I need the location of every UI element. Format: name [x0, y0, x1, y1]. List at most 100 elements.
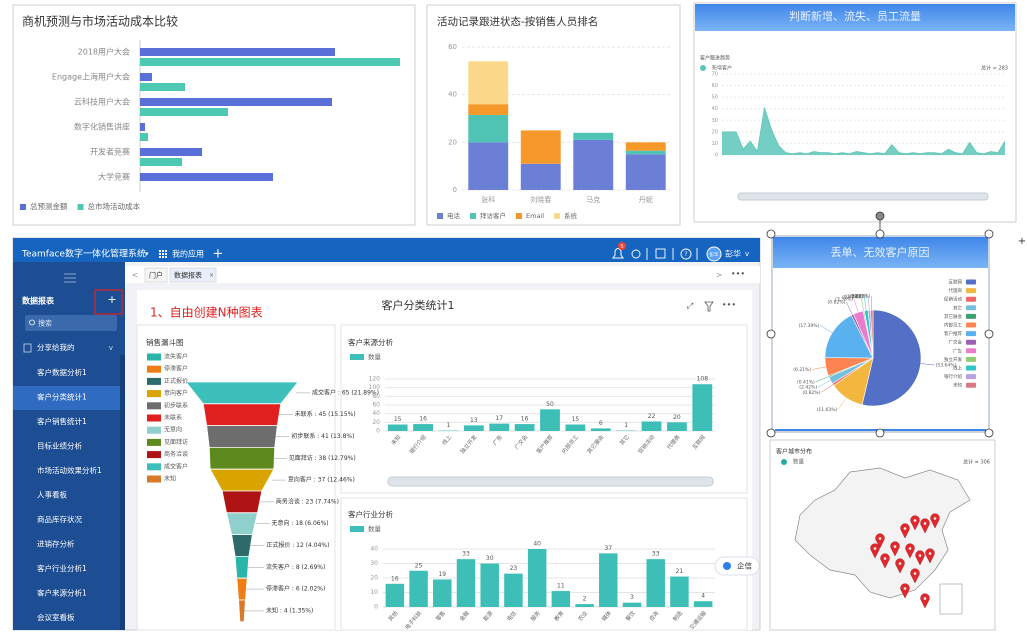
filter-icon[interactable] [704, 301, 714, 312]
handle[interactable] [766, 428, 776, 438]
user-name[interactable]: 彭华 [725, 249, 741, 259]
chat-button[interactable] [714, 556, 760, 576]
legend-label: 停滞客户 [164, 365, 188, 373]
sidebar-item[interactable]: 商品库存状况 [37, 514, 82, 524]
tab-more[interactable]: ••• [731, 270, 745, 279]
value-label: 3 [630, 594, 634, 601]
my-apps[interactable]: 我的应用 [172, 249, 204, 259]
tab[interactable] [144, 267, 168, 283]
legend-label: 未联系 [164, 414, 182, 422]
rotate-handle[interactable] [875, 211, 885, 221]
bar-segment [625, 142, 666, 151]
header-icons[interactable] [631, 248, 698, 260]
bar [514, 424, 535, 431]
help-icon[interactable]: ? [684, 251, 687, 258]
bar [667, 422, 687, 431]
map-pin [890, 541, 900, 557]
bar [140, 133, 148, 141]
x-tick-label: 刘晓春 [530, 195, 551, 204]
sidebar-group[interactable]: 分享给我的 [37, 342, 75, 352]
tab-next[interactable]: > [716, 271, 723, 280]
value-label: 21 [676, 568, 684, 575]
sidebar-item[interactable]: 客户数据分析1 [37, 367, 87, 377]
bar [622, 602, 642, 607]
sidebar-item[interactable]: 人事看板 [37, 490, 67, 500]
legend-swatch [147, 451, 161, 459]
avatar[interactable] [706, 246, 722, 262]
search-box[interactable] [25, 315, 117, 331]
apps-icon[interactable] [159, 250, 167, 258]
chat-icon[interactable] [723, 562, 731, 570]
tab-prev[interactable]: < [132, 271, 139, 280]
slider[interactable] [387, 476, 714, 487]
sidebar-item[interactable]: 市场活动效果分析1 [37, 465, 102, 475]
sidebar-item[interactable]: 目标业绩分析 [37, 441, 82, 451]
legend-swatch [147, 426, 161, 434]
legend-label: 线上 [953, 365, 962, 372]
menu-icon[interactable] [64, 273, 76, 283]
value-label: 33 [652, 551, 660, 558]
handle[interactable] [766, 329, 776, 339]
add-report[interactable]: + [107, 293, 116, 306]
chart-title: 判断新增、流失、员工流量 [789, 9, 921, 23]
area-fill [722, 107, 1005, 155]
map-pin [875, 533, 885, 549]
handle[interactable] [984, 329, 994, 339]
chart-title: 客户行业分析 [348, 509, 393, 519]
scrollbar[interactable] [120, 355, 125, 630]
y-tick-label: 40 [372, 410, 380, 417]
label-leader [860, 297, 865, 311]
bar [140, 123, 145, 131]
tab-close[interactable]: × [209, 272, 214, 279]
tab-label[interactable]: 门户 [149, 271, 163, 280]
sidebar-item[interactable]: 客户分类统计1 [37, 392, 87, 402]
sidebar-item[interactable]: 客户来源分析1 [37, 588, 87, 598]
bell-icon[interactable] [612, 248, 624, 259]
fullscreen-icon[interactable]: ⤢ [686, 302, 693, 311]
chart-title: 客户来源分析 [348, 337, 393, 347]
data-label: (53.64%) [936, 363, 957, 369]
sidebar-item[interactable]: 客户销售统计1 [37, 416, 87, 426]
value-label: 108 [697, 376, 709, 383]
badge [618, 242, 626, 250]
more-icon[interactable]: ••• [722, 301, 736, 310]
label-leader [817, 380, 831, 388]
sidebar-item[interactable]: 会议室看板 [37, 612, 75, 622]
value-label: 1 [624, 422, 628, 429]
handle[interactable] [766, 229, 776, 239]
slider[interactable] [737, 192, 989, 201]
value-label: 4 [701, 593, 705, 600]
map-pin-dot [923, 522, 927, 525]
app-title[interactable]: Teamface数字一体化管理系统 [21, 248, 146, 260]
tab-label[interactable]: 数据报表 [174, 271, 202, 280]
cursor: + [1018, 236, 1026, 247]
value-label: 2 [583, 596, 587, 603]
user-caret[interactable]: v [745, 250, 749, 258]
legend-swatch [350, 354, 364, 360]
selection-handles[interactable] [766, 211, 994, 438]
handle[interactable] [875, 229, 885, 239]
legend-label: 客户推荐 [944, 330, 962, 337]
dropdown-caret[interactable]: ▾ [145, 250, 149, 258]
data-label: (0.82%) [803, 390, 821, 396]
bar [480, 563, 499, 607]
chat-label[interactable]: 企信 [737, 561, 752, 571]
handle[interactable] [875, 428, 885, 438]
map-pin-dot [903, 587, 907, 590]
legend-swatch [966, 313, 976, 319]
sidebar-item[interactable]: 进销存分析 [37, 539, 75, 549]
sidebar-item[interactable]: 客户行业分析1 [37, 563, 87, 573]
pie-slice [861, 309, 922, 407]
group-chevron[interactable]: v [109, 344, 113, 352]
tab-active[interactable] [169, 267, 217, 283]
search-placeholder[interactable]: 搜索 [38, 319, 52, 328]
data-label: (11.63%) [817, 407, 838, 413]
y-tick-label: 60 [712, 83, 718, 89]
bar [670, 576, 689, 607]
handle[interactable] [984, 428, 994, 438]
data-label: (0.41%) [842, 295, 860, 301]
value-label: 20 [673, 414, 681, 421]
legend-swatch [700, 65, 706, 71]
add-button[interactable]: + [213, 247, 224, 262]
handle[interactable] [984, 229, 994, 239]
